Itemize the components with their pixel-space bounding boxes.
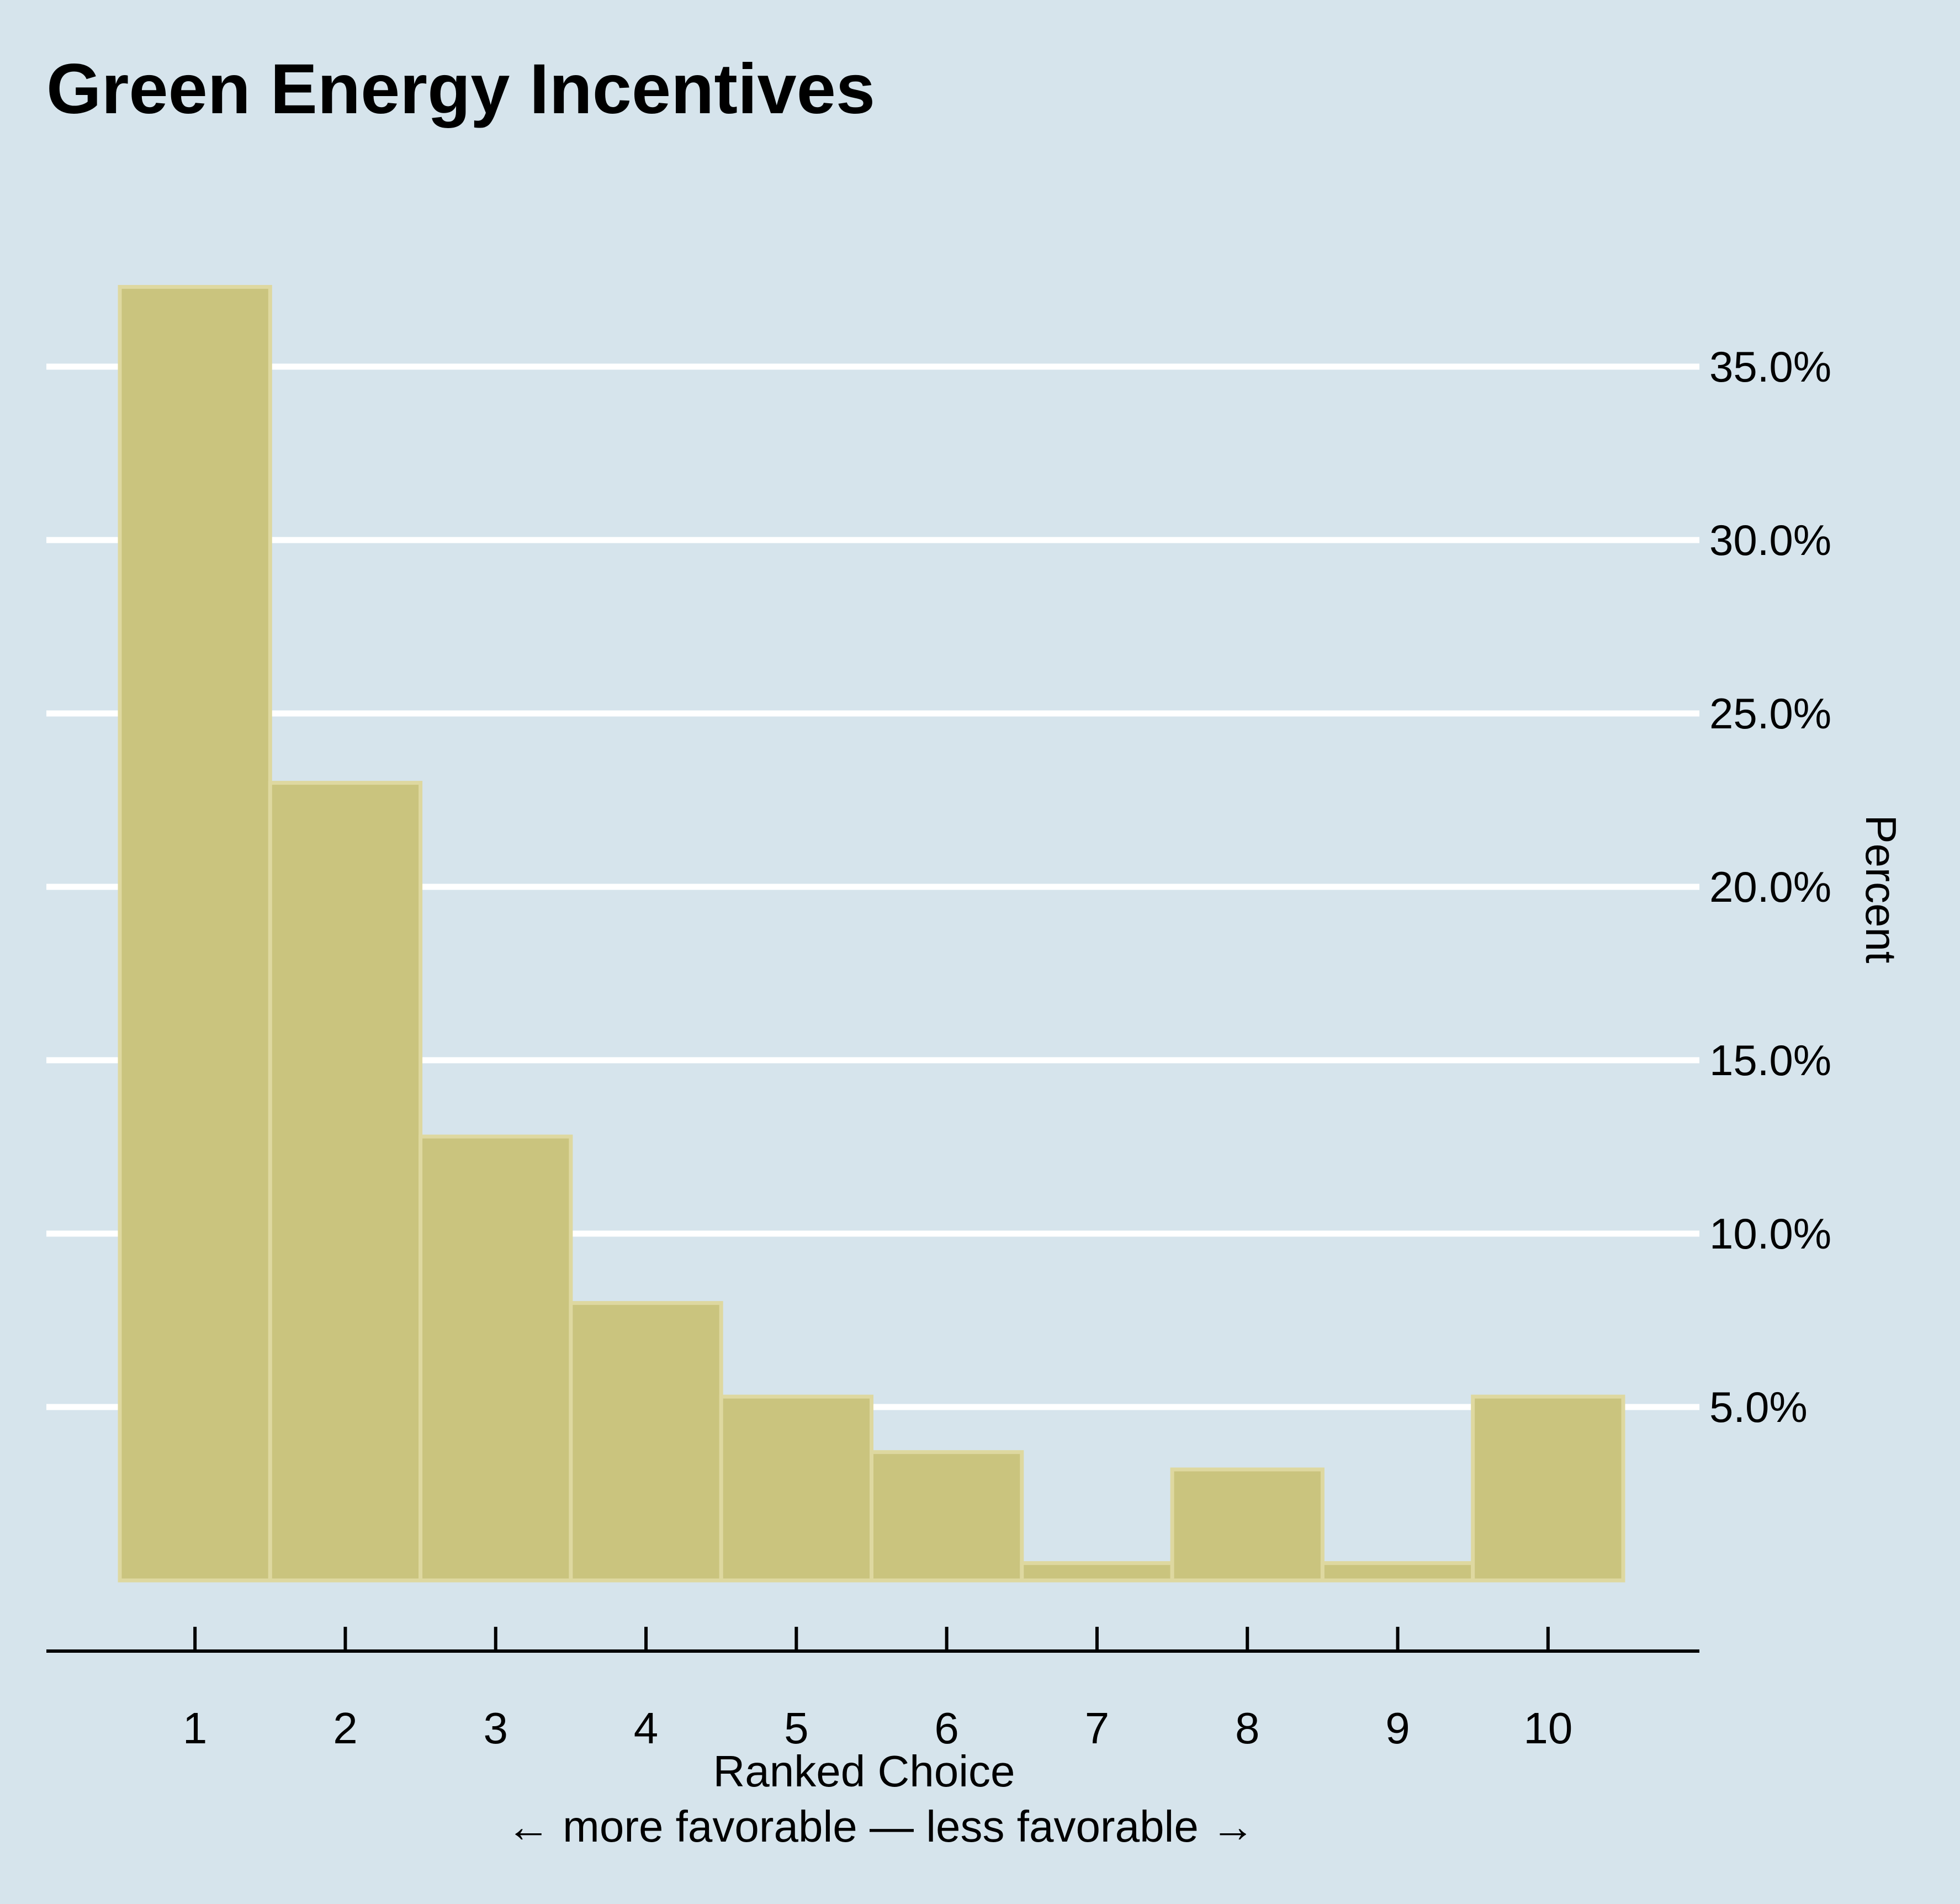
y-tick-label: 15.0%: [1709, 1036, 1831, 1085]
x-tick-label: 8: [1235, 1704, 1260, 1753]
bars: [118, 285, 1625, 1583]
y-axis-ticks: 5.0% 10.0% 15.0% 20.0% 25.0% 30.0% 35.0%: [1709, 342, 1831, 1431]
y-tick-label: 5.0%: [1709, 1383, 1808, 1431]
y-tick-label: 25.0%: [1709, 689, 1831, 738]
y-axis-label: Percent: [1857, 815, 1905, 964]
x-tick-label: 5: [784, 1704, 809, 1753]
x-tick-label: 7: [1085, 1704, 1110, 1753]
x-tick-label: 10: [1523, 1704, 1572, 1753]
y-tick-label: 20.0%: [1709, 863, 1831, 911]
bar: [118, 285, 272, 1583]
bar: [268, 781, 423, 1583]
x-axis-label: Ranked Choice: [713, 1747, 1015, 1796]
x-tick-label: 1: [183, 1704, 208, 1753]
chart-title: Green Energy Incentives: [46, 50, 875, 129]
bar: [1170, 1467, 1325, 1583]
bar: [1471, 1394, 1625, 1583]
bar: [419, 1134, 573, 1583]
x-tick-label: 3: [484, 1704, 508, 1753]
bar: [1320, 1561, 1475, 1583]
bar: [569, 1301, 723, 1583]
x-axis: 1 2 3 4 5 6 7 8 9 10: [46, 1627, 1699, 1753]
x-axis-direction-label: ← more favorable — less favorable →: [506, 1802, 1255, 1851]
bar: [719, 1394, 873, 1583]
x-tick-label: 9: [1385, 1704, 1410, 1753]
y-tick-label: 10.0%: [1709, 1209, 1831, 1258]
x-tick-label: 6: [934, 1704, 959, 1753]
bar: [870, 1450, 1024, 1583]
bar: [1020, 1561, 1174, 1583]
x-tick-label: 4: [634, 1704, 659, 1753]
x-tick-label: 2: [333, 1704, 358, 1753]
y-tick-label: 35.0%: [1709, 342, 1831, 391]
y-tick-label: 30.0%: [1709, 516, 1831, 564]
